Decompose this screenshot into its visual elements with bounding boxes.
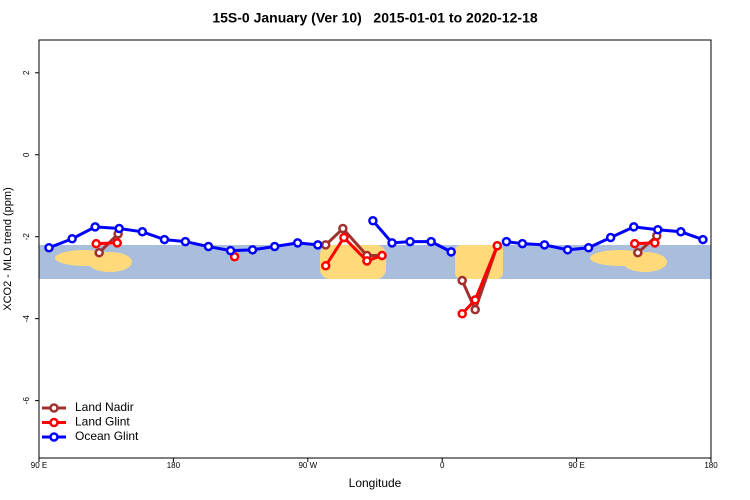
legend-label: Ocean Glint: [75, 429, 139, 443]
data-point: [501, 236, 512, 247]
data-point: [180, 236, 191, 247]
data-point: [114, 223, 124, 234]
data-point: [90, 222, 100, 232]
y-tick-label: -4: [22, 315, 31, 323]
x-tick-label: 90 E: [31, 461, 47, 470]
series-line: [96, 235, 655, 315]
data-point: [446, 247, 456, 257]
map-strip: [39, 245, 711, 279]
data-point: [112, 238, 123, 248]
x-tick-label: 180: [704, 461, 718, 470]
data-point: [605, 232, 616, 243]
legend-marker: [49, 417, 59, 428]
data-point: [269, 241, 280, 252]
data-point: [405, 236, 415, 247]
y-tick-label: -2: [22, 233, 31, 241]
data-point: [320, 240, 331, 250]
data-point: [629, 222, 639, 232]
data-point: [698, 234, 708, 245]
x-tick-label: 90 E: [568, 461, 584, 470]
data-point: [137, 227, 148, 237]
data-point: [225, 245, 236, 256]
data-point: [203, 241, 214, 252]
y-tick-label: 2: [22, 70, 31, 75]
data-point: [338, 223, 348, 234]
data-point: [67, 234, 77, 244]
legend-label: Land Nadir: [75, 400, 134, 414]
data-point: [313, 240, 323, 250]
y-tick-label: -6: [22, 397, 31, 405]
data-point: [457, 308, 467, 319]
data-point: [562, 245, 573, 255]
legend-label: Land Glint: [75, 415, 130, 429]
data-point: [247, 245, 258, 255]
data-point: [653, 224, 663, 235]
data-point: [492, 240, 503, 251]
data-point: [292, 238, 303, 248]
data-point: [159, 234, 170, 245]
data-point: [387, 238, 397, 248]
data-point: [633, 247, 643, 258]
data-point: [426, 236, 436, 247]
x-tick-label: 90 W: [298, 461, 317, 470]
x-tick-label: 180: [167, 461, 181, 470]
y-tick-label: 0: [22, 152, 31, 157]
data-point: [629, 238, 640, 249]
data-point: [362, 256, 372, 266]
data-point: [320, 261, 331, 271]
data-point: [377, 250, 387, 261]
data-point: [44, 243, 54, 253]
y-axis-label: XCO2 - MLO trend (ppm): [2, 187, 14, 310]
legend-marker: [49, 403, 59, 413]
x-axis-label: Longitude: [349, 476, 402, 490]
x-tick-label: 0: [440, 461, 445, 470]
data-point: [229, 252, 240, 262]
data-point: [517, 238, 528, 249]
data-point: [368, 215, 378, 226]
data-point: [457, 275, 467, 286]
data-point: [339, 232, 349, 243]
data-point: [650, 238, 660, 248]
data-point: [91, 238, 101, 249]
data-point: [470, 304, 480, 315]
data-point: [94, 247, 104, 258]
data-point: [470, 295, 480, 305]
plot-frame: [38, 39, 712, 459]
data-point: [583, 243, 594, 253]
chart-title: 15S-0 January (Ver 10) 2015-01-01 to 202…: [212, 10, 538, 26]
data-point: [539, 240, 550, 250]
data-point: [676, 227, 686, 237]
legend-marker: [49, 432, 59, 442]
